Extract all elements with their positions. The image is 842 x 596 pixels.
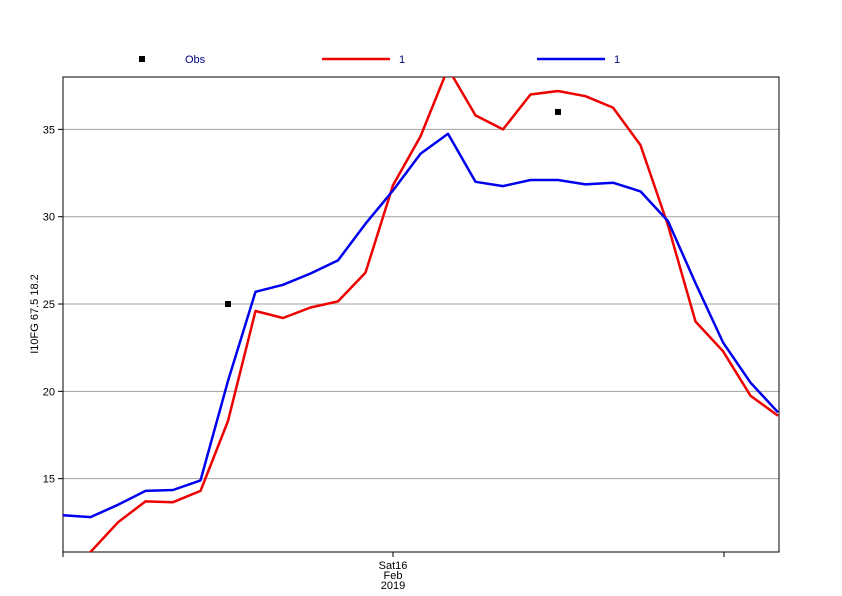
x-tick-label: 2019	[381, 580, 405, 592]
grid-lines	[63, 128, 779, 480]
y-axis-label: I10FG 67.5 18.2	[29, 274, 41, 354]
legend-marker-obs	[139, 56, 145, 62]
x-tick-label: Sat16	[379, 560, 408, 572]
plot-frame	[62, 76, 780, 553]
obs-point	[555, 108, 561, 115]
legend-label-0: Obs	[185, 54, 206, 66]
y-tick-label: 30	[43, 212, 55, 224]
obs-point	[225, 301, 231, 308]
y-tick-label: 25	[43, 299, 55, 311]
series-line-2	[63, 132, 779, 519]
y-tick-label: 20	[43, 386, 55, 398]
legend-label-2: 1	[614, 54, 620, 66]
series-line-1	[86, 77, 779, 552]
y-tick-label: 15	[43, 474, 55, 486]
legend-label-1: 1	[399, 54, 405, 66]
y-axis: 15 20 25 30 35	[43, 124, 63, 486]
x-tick-label: Feb	[384, 570, 403, 582]
y-tick-label: 35	[43, 124, 55, 136]
legend: Obs 1 1	[139, 54, 620, 66]
series-layer	[63, 77, 779, 552]
